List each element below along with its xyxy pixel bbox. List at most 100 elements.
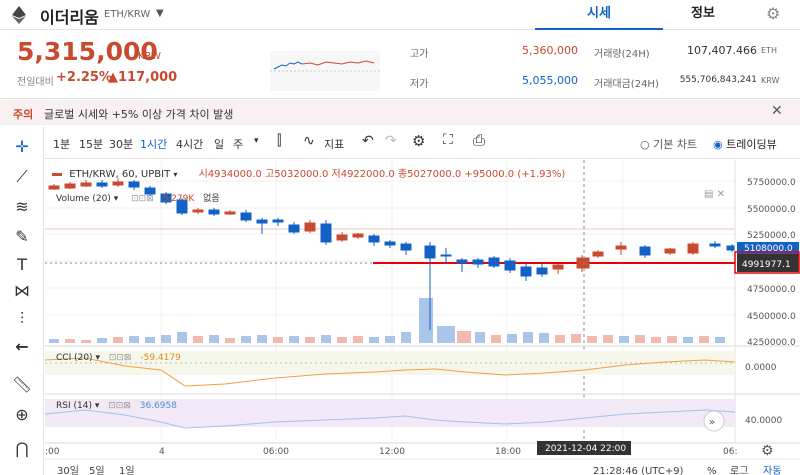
tradingview-radio[interactable]: ◉ 트레이딩뷰 (713, 138, 777, 151)
ruler-icon[interactable]: 📏︎ (11, 375, 33, 394)
prev-day-label: 전일대비 (17, 77, 54, 88)
basic-chart-radio[interactable]: ○ 기본 차트 (640, 138, 698, 151)
basic-chart-label: 기본 차트 (653, 138, 698, 151)
rsi-controls-icon[interactable]: ⊡⊡⊠ (108, 401, 131, 411)
change-amount: ▲117,000 (108, 70, 178, 85)
volume-controls-icon[interactable]: ⊡⊡⊠ (131, 194, 154, 204)
range-1d[interactable]: 1일 (119, 465, 135, 475)
interval-1m[interactable]: 1분 (53, 138, 71, 151)
price-axis-tick: 4750000.0 (747, 285, 796, 295)
rsi-dropdown-icon[interactable]: ▾ (94, 401, 100, 411)
settings-icon[interactable]: ⚙ (412, 132, 426, 150)
redo-icon[interactable]: ↷ (385, 133, 397, 149)
price-axis-tick: 5750000.0 (747, 178, 796, 188)
volume-value: 5.279K (162, 194, 195, 204)
arrow-left-icon[interactable]: ← (15, 337, 29, 356)
interval-30m[interactable]: 30분 (109, 138, 134, 151)
symbol-dropdown-icon[interactable]: ▾ (173, 170, 178, 179)
warning-notice: 주의 글로벌 시세와 +5% 이상 가격 차이 발생 ✕ (0, 100, 800, 125)
cci-dropdown-icon[interactable]: ▾ (95, 353, 100, 363)
volume-dropdown-icon[interactable]: ▾ (113, 194, 119, 204)
time-axis-tick: 12:00 (379, 447, 405, 457)
zoom-in-icon[interactable]: ⊕ (15, 405, 29, 424)
fullscreen-icon[interactable]: ⛶ (443, 132, 453, 148)
tab-market[interactable]: 시세 (535, 0, 663, 30)
fib-icon[interactable]: ≋ (15, 197, 29, 216)
chart-settings-icon[interactable]: ⚙ (761, 443, 774, 459)
rsi-value: 36.6958 (139, 401, 177, 411)
low-value: 5,055,000 (522, 74, 578, 87)
price-chart[interactable]: 5750000.0 5500000.0 5250000.0 4750000.0 … (45, 160, 800, 475)
cursor-price-tag: 4991977.1 (742, 260, 791, 270)
measure-tool-icon[interactable]: ⫶ (19, 309, 24, 328)
rsi-label: RSI (14) (56, 401, 92, 411)
tradingview-label: 트레이딩뷰 (726, 138, 777, 151)
log-toggle[interactable]: 로그 (730, 466, 748, 475)
legend-icon (52, 172, 62, 176)
coin-name: 이더리움 (40, 8, 99, 27)
pattern-icon[interactable]: ⋈ (14, 281, 30, 300)
price-summary: 5,315,000 KRW 전일대비 +2.25% ▲117,000 고가 5,… (0, 31, 800, 99)
price-unit: KRW (138, 51, 161, 62)
ohlc-readout: 시4934000.0 고5032000.0 저4922000.0 종502700… (198, 169, 566, 180)
interval-15m[interactable]: 15분 (79, 138, 104, 151)
chart-clock: 21:28:46 (UTC+9) (593, 466, 684, 475)
percent-toggle[interactable]: % (707, 466, 717, 475)
time-axis-tick: :00 (45, 447, 60, 457)
rsi-axis-tick: 40.0000 (745, 416, 782, 426)
current-price: 5,315,000 (17, 37, 158, 66)
crosshair-icon[interactable]: ✛ (15, 137, 29, 156)
interval-1h[interactable]: 1시간 (140, 138, 168, 151)
magnet-icon[interactable]: ⋂ (15, 439, 29, 458)
price-axis-tick: 4250000.0 (747, 338, 796, 348)
trend-line-icon[interactable]: ⟋ (16, 167, 28, 186)
volume-label: 거래량(24H) (594, 49, 650, 60)
brush-icon[interactable]: ✎ (15, 227, 29, 246)
candle-style-icon[interactable]: ⫿ (277, 133, 282, 149)
text-icon[interactable]: T (17, 255, 27, 274)
amount-label: 거래대금(24H) (594, 79, 659, 90)
price-axis-tick: 5500000.0 (747, 205, 796, 215)
interval-dropdown-icon[interactable]: ▾ (254, 136, 259, 146)
undo-icon[interactable]: ↶ (362, 133, 374, 149)
volume-value: 107,407.466 (687, 44, 757, 57)
chart-symbol[interactable]: ETH/KRW, 60, UPBIT (69, 169, 171, 180)
scroll-right-icon[interactable]: » (709, 417, 715, 428)
cci-value: -59.4179 (140, 353, 181, 363)
indicator-icon[interactable]: ∿ (303, 133, 315, 149)
time-axis-tick: 06:00 (263, 447, 289, 457)
volume-label: Volume (20) (56, 194, 111, 204)
drawing-toolbar: ✛ ⟋ ≋ ✎ T ⋈ ⫶ ← 📏︎ ⊕ ⋂ (0, 127, 44, 475)
interval-4h[interactable]: 4시간 (176, 138, 204, 151)
cci-legend: CCI (20) ▾ ⊡⊡⊠ -59.4179 (56, 353, 181, 363)
high-label: 고가 (410, 49, 429, 60)
gear-icon[interactable]: ⚙ (766, 4, 781, 23)
top-bar: 이더리움 ETH/KRW ▼ 시세 정보 ⚙ (0, 0, 800, 30)
volume-legend: Volume (20) ▾ ⊡⊡⊠ 5.279K 없음 (56, 191, 220, 204)
close-icon[interactable]: ✕ (771, 103, 783, 119)
cci-axis-tick: 0.0000 (745, 363, 777, 373)
low-label: 저가 (410, 79, 429, 90)
volume-unit: ETH (761, 46, 777, 55)
rsi-legend: RSI (14) ▾ ⊡⊡⊠ 36.6958 (56, 401, 177, 411)
camera-icon[interactable]: ⎙ (473, 131, 486, 149)
time-axis-tick: 4 (159, 447, 165, 457)
tab-info[interactable]: 정보 (691, 6, 715, 21)
pair-dropdown-icon[interactable]: ▼ (156, 8, 164, 19)
auto-toggle[interactable]: 자동 (763, 465, 781, 475)
chart-legend: ETH/KRW, 60, UPBIT ▾ 시4934000.0 고5032000… (52, 165, 565, 180)
interval-day[interactable]: 일 (214, 138, 225, 151)
change-percent: +2.25% (56, 70, 112, 85)
current-price-tag: 5108000.0 (744, 244, 793, 254)
interval-week[interactable]: 주 (233, 138, 244, 151)
pane-controls-icon[interactable]: ▤ ✕ (704, 189, 726, 200)
chart-toolbar: 1분 15분 30분 1시간 4시간 일 주 ▾ ⫿ ∿ 지표 ↶ ↷ ⚙ ⛶ … (45, 127, 800, 159)
range-5d[interactable]: 5일 (89, 465, 105, 475)
cci-controls-icon[interactable]: ⊡⊡⊠ (108, 353, 132, 363)
indicator-button[interactable]: 지표 (324, 138, 345, 151)
candlesticks (48, 178, 736, 330)
range-30d[interactable]: 30일 (57, 465, 79, 475)
notice-tag: 주의 (13, 108, 34, 121)
cci-label: CCI (20) (56, 353, 93, 363)
time-axis-tick: 18:00 (495, 447, 521, 457)
